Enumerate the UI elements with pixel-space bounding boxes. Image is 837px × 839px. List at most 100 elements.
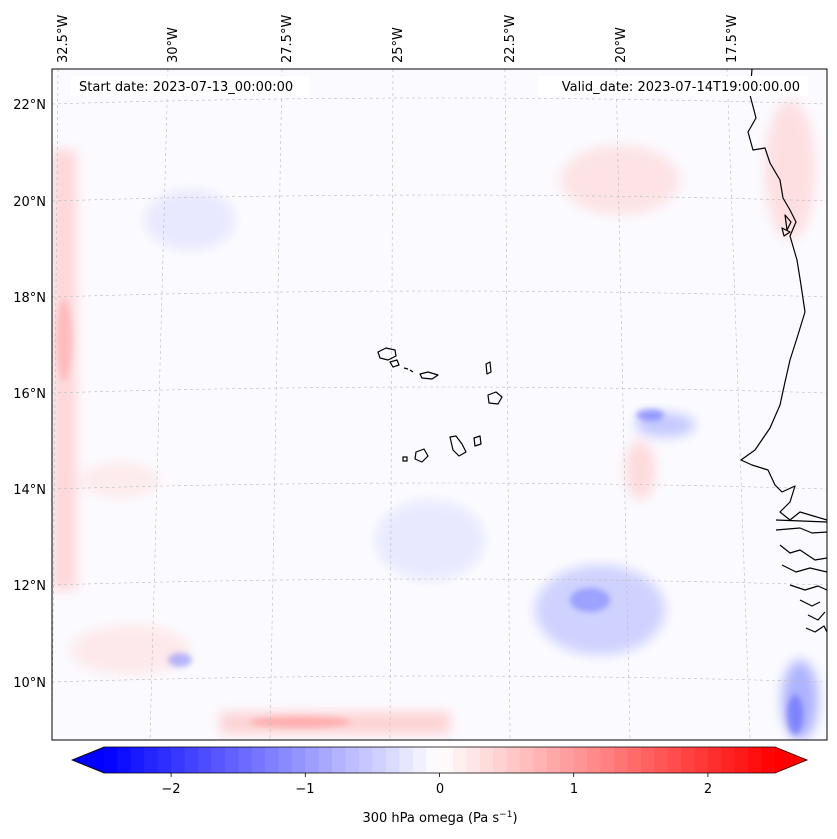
lon-label: 20°W <box>614 27 629 63</box>
colorbar-segment <box>385 747 400 773</box>
colorbar-segment <box>197 747 212 773</box>
island-santiago <box>449 435 467 457</box>
guinea-coast <box>789 584 827 633</box>
colorbar-segment <box>318 747 333 773</box>
island-sao-vicente <box>389 359 400 368</box>
colorbar-segment <box>358 747 373 773</box>
lon-label: 17.5°W <box>725 15 740 63</box>
colorbar-segment <box>466 747 481 773</box>
gridline-lat <box>52 482 827 490</box>
omega-patch-red-mid <box>625 440 655 500</box>
gridline-lat <box>52 194 827 202</box>
omega-patch-red-south <box>70 625 190 675</box>
colorbar-segment <box>211 747 226 773</box>
colorbar-segment <box>238 747 253 773</box>
colorbar-outline <box>70 746 809 774</box>
gridline-lat <box>52 97 827 105</box>
start-date-label: Start date: 2023-07-13_00:00:00 <box>79 80 293 95</box>
colorbar-segment <box>748 747 763 773</box>
colorbar-segments <box>72 747 807 773</box>
colorbar-label-sup: −1 <box>499 810 512 820</box>
colorbar-segment <box>721 747 736 773</box>
colorbar: −2 −1 0 1 2 300 hPa omega (Pa s−1) <box>70 746 809 826</box>
lon-label: 27.5°W <box>280 15 295 63</box>
colorbar-segment <box>654 747 669 773</box>
colorbar-segment <box>412 747 427 773</box>
omega-patch-red-north <box>560 145 680 215</box>
island-santo-antao <box>377 347 397 361</box>
gridline-lon <box>269 69 283 740</box>
gridline-lon <box>149 69 169 740</box>
gridline-lon <box>52 69 59 740</box>
colorbar-segment <box>573 747 588 773</box>
colorbar-segment <box>506 747 521 773</box>
colorbar-segment <box>734 747 749 773</box>
colorbar-extend-max <box>775 747 807 773</box>
lat-label: 16°N <box>13 387 46 402</box>
colorbar-segment <box>546 747 561 773</box>
lat-label: 10°N <box>13 676 46 691</box>
lon-label: 32.5°W <box>56 15 71 63</box>
gridline-lon <box>389 69 394 740</box>
colorbar-segment <box>533 747 548 773</box>
colorbar-segment <box>117 747 132 773</box>
gridline-lat <box>52 386 827 394</box>
colorbar-segment <box>399 747 414 773</box>
colorbar-segment <box>130 747 145 773</box>
colorbar-segment <box>613 747 628 773</box>
colorbar-segment <box>345 747 360 773</box>
colorbar-tick-label: −2 <box>161 782 180 797</box>
graticule <box>52 69 827 740</box>
gridline-lat <box>52 290 827 298</box>
gridline-lat <box>52 675 827 683</box>
colorbar-segment <box>600 747 615 773</box>
island-fogo <box>414 448 429 463</box>
colorbar-segment <box>291 747 306 773</box>
colorbar-segment <box>144 747 159 773</box>
coastline-islet <box>781 227 791 237</box>
colorbar-segment <box>224 747 239 773</box>
island-santa-luzia <box>403 367 409 370</box>
colorbar-segment <box>479 747 494 773</box>
lat-label: 14°N <box>13 483 46 498</box>
colorbar-segment <box>761 747 776 773</box>
island-maio <box>473 435 482 447</box>
lat-label: 12°N <box>13 579 46 594</box>
colorbar-segment <box>520 747 535 773</box>
omega-field <box>52 100 818 740</box>
colorbar-label-end: ) <box>512 811 517 826</box>
omega-cell-blue-3 <box>636 409 664 421</box>
colorbar-segment <box>681 747 696 773</box>
colorbar-segment <box>560 747 575 773</box>
omega-patch-red-west <box>80 462 160 498</box>
colorbar-segment <box>171 747 186 773</box>
map-panel: Start date: 2023-07-13_00:00:00 Valid_da… <box>52 69 827 740</box>
gambia-river-coast <box>775 519 827 534</box>
coastlines <box>377 69 827 633</box>
colorbar-tick-label: 1 <box>570 782 578 797</box>
colorbar-segment <box>452 747 467 773</box>
lat-label: 22°N <box>13 98 46 113</box>
valid-date-box <box>538 76 808 96</box>
colorbar-segment <box>332 747 347 773</box>
island-sal <box>485 361 492 375</box>
colorbar-segment <box>439 747 454 773</box>
map-frame <box>51 68 828 741</box>
omega-cell-blue-2 <box>570 588 610 612</box>
colorbar-segment <box>305 747 320 773</box>
africa-coastline <box>740 69 827 521</box>
colorbar-label: 300 hPa omega (Pa s−1) <box>362 810 517 826</box>
omega-patch-red-east <box>765 100 815 240</box>
colorbar-segment <box>104 747 119 773</box>
colorbar-segment <box>372 747 387 773</box>
colorbar-segment <box>251 747 266 773</box>
omega-field-detail <box>56 300 803 735</box>
gridline-lon <box>504 69 511 740</box>
gridline-lat <box>52 578 827 586</box>
lon-label: 25°W <box>391 27 406 63</box>
colorbar-label-main: 300 hPa omega (Pa s <box>362 811 499 826</box>
colorbar-segment <box>426 747 441 773</box>
lat-label: 18°N <box>13 291 46 306</box>
colorbar-extend-min <box>72 747 104 773</box>
